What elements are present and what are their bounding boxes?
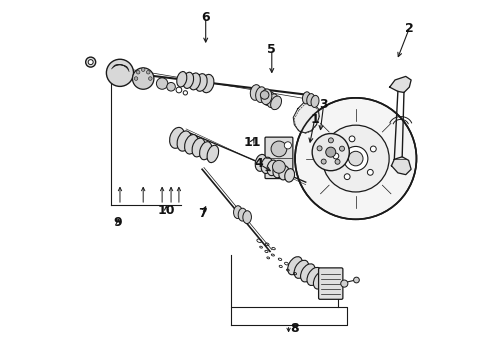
Circle shape (260, 91, 269, 99)
Ellipse shape (238, 208, 247, 221)
Circle shape (333, 153, 339, 159)
Ellipse shape (288, 257, 302, 275)
Ellipse shape (267, 94, 278, 108)
Circle shape (142, 68, 145, 71)
Ellipse shape (177, 131, 192, 151)
Ellipse shape (243, 211, 251, 224)
Circle shape (354, 277, 359, 283)
Ellipse shape (185, 135, 198, 154)
Circle shape (167, 82, 175, 91)
Ellipse shape (192, 138, 205, 157)
Circle shape (148, 77, 152, 80)
Polygon shape (390, 76, 411, 93)
Circle shape (136, 71, 140, 74)
Circle shape (344, 174, 350, 180)
Ellipse shape (261, 157, 272, 174)
Ellipse shape (177, 72, 187, 87)
Text: 6: 6 (201, 11, 210, 24)
Circle shape (368, 170, 373, 175)
Polygon shape (392, 157, 411, 175)
Circle shape (132, 68, 154, 89)
Text: 1: 1 (310, 113, 319, 126)
Circle shape (272, 160, 285, 173)
Text: 5: 5 (268, 43, 276, 56)
Text: 3: 3 (319, 99, 328, 112)
Circle shape (328, 138, 333, 143)
FancyBboxPatch shape (318, 268, 343, 299)
Circle shape (295, 98, 416, 219)
Ellipse shape (256, 87, 267, 103)
Ellipse shape (207, 145, 219, 163)
Circle shape (271, 141, 287, 157)
Ellipse shape (311, 95, 319, 107)
Circle shape (156, 78, 168, 89)
Ellipse shape (279, 166, 289, 180)
Ellipse shape (314, 271, 328, 289)
Circle shape (326, 147, 336, 157)
Ellipse shape (270, 96, 282, 110)
Ellipse shape (264, 92, 274, 105)
Circle shape (317, 146, 322, 151)
Circle shape (284, 142, 292, 149)
Circle shape (322, 125, 389, 192)
Ellipse shape (273, 163, 284, 178)
Text: 11: 11 (244, 136, 261, 149)
Ellipse shape (189, 73, 200, 90)
Ellipse shape (294, 260, 309, 278)
Circle shape (341, 280, 348, 287)
Circle shape (370, 146, 376, 152)
Ellipse shape (195, 74, 207, 91)
Ellipse shape (183, 72, 194, 89)
Circle shape (106, 59, 134, 86)
Ellipse shape (300, 264, 315, 282)
Circle shape (312, 134, 349, 171)
Circle shape (349, 136, 355, 142)
Circle shape (86, 57, 96, 67)
Circle shape (88, 60, 93, 64)
Ellipse shape (170, 127, 185, 148)
Ellipse shape (302, 92, 311, 104)
Circle shape (343, 147, 368, 171)
Ellipse shape (199, 142, 212, 160)
Ellipse shape (285, 168, 294, 182)
Circle shape (335, 159, 340, 164)
Ellipse shape (261, 89, 272, 105)
Circle shape (348, 151, 363, 166)
Text: 10: 10 (158, 204, 175, 217)
Text: 2: 2 (405, 22, 414, 35)
Ellipse shape (234, 206, 242, 219)
Circle shape (134, 77, 138, 80)
Polygon shape (293, 102, 319, 133)
Circle shape (147, 71, 150, 74)
Ellipse shape (307, 94, 315, 105)
Text: 9: 9 (114, 216, 122, 229)
Ellipse shape (201, 75, 214, 93)
Ellipse shape (307, 267, 321, 285)
Ellipse shape (250, 85, 261, 100)
Text: 4: 4 (255, 157, 264, 170)
Text: 8: 8 (291, 322, 299, 335)
Ellipse shape (255, 154, 267, 171)
Circle shape (340, 146, 344, 151)
Text: 7: 7 (198, 207, 206, 220)
Ellipse shape (267, 160, 278, 176)
Circle shape (321, 159, 326, 164)
FancyBboxPatch shape (265, 137, 293, 179)
